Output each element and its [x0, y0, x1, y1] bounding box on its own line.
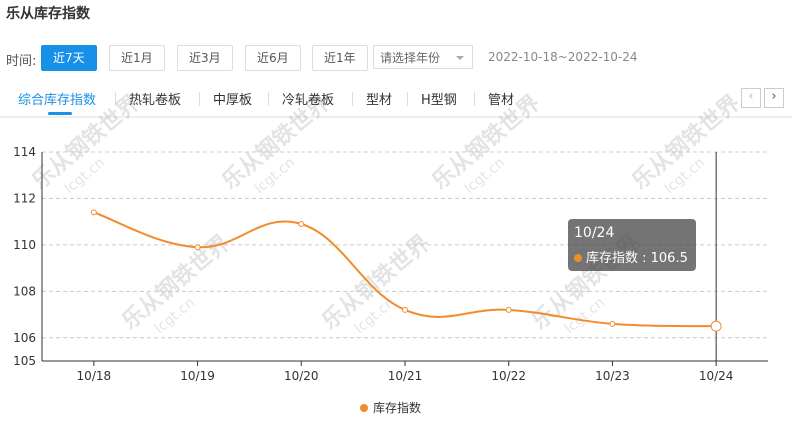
time-filter[interactable]: 近7天 [41, 45, 97, 71]
point [194, 244, 201, 251]
time-filter[interactable]: 近3月 [177, 45, 233, 71]
tooltip: 10/24 库存指数 : 106.5 [568, 219, 696, 271]
point [710, 320, 722, 332]
time-filter[interactable]: 近6月 [245, 45, 301, 71]
tab[interactable]: H型钢 [421, 93, 457, 108]
time-filter[interactable]: 近1月 [109, 45, 165, 71]
y-tick-label: 110 [13, 238, 36, 252]
x-tick-label: 10/19 [180, 369, 215, 383]
time-filter[interactable]: 近1年 [312, 45, 368, 71]
tab[interactable]: 综合库存指数 [18, 93, 97, 108]
tab[interactable]: 冷轧卷板 [282, 93, 335, 108]
tooltip-dot [574, 254, 582, 262]
x-tick-label: 10/20 [284, 369, 319, 383]
y-tick-label: 108 [13, 284, 36, 298]
tab-separator [115, 92, 116, 106]
tab-separator [352, 92, 353, 106]
tooltip-text: 库存指数 : 106.5 [574, 247, 688, 266]
tab[interactable]: 热轧卷板 [129, 93, 182, 108]
x-tick-label: 10/23 [595, 369, 630, 383]
prev-arrow[interactable]: ‹ [741, 88, 761, 108]
tab-underline [48, 112, 72, 115]
legend-label: 库存指数 [373, 400, 421, 415]
time-label: 时间: [6, 54, 37, 69]
x-tick-label: 10/24 [699, 369, 734, 383]
x-tick-label: 10/18 [77, 369, 112, 383]
point [402, 306, 408, 313]
point [298, 220, 305, 227]
tab[interactable]: 型材 [366, 93, 393, 108]
x-tick-label: 10/22 [491, 369, 526, 383]
tooltip-title: 10/24 [574, 225, 615, 241]
y-tick-label: 106 [13, 331, 36, 345]
y-tick-label: 112 [13, 191, 36, 205]
tab-separator [407, 92, 408, 106]
tooltip-value: 库存指数 : 106.5 [586, 251, 688, 266]
point [90, 209, 97, 216]
y-tick-label: 114 [13, 145, 36, 159]
point [505, 306, 512, 313]
date-range: 2022-10-18~2022-10-24 [488, 50, 638, 64]
year-select[interactable]: 请选择年份 [373, 45, 473, 69]
x-tick-label: 10/21 [388, 369, 423, 383]
y-tick-label: 105 [13, 354, 36, 368]
tab[interactable]: 中厚板 [213, 93, 253, 108]
legend-marker [360, 404, 368, 412]
divider [0, 116, 792, 118]
tab[interactable]: 管材 [488, 93, 515, 108]
page-title: 乐从库存指数 [6, 6, 90, 22]
point [609, 320, 616, 327]
next-arrow[interactable]: › [764, 88, 784, 108]
tab-separator [474, 92, 475, 106]
tab-separator [268, 92, 269, 106]
tab-separator [199, 92, 200, 106]
